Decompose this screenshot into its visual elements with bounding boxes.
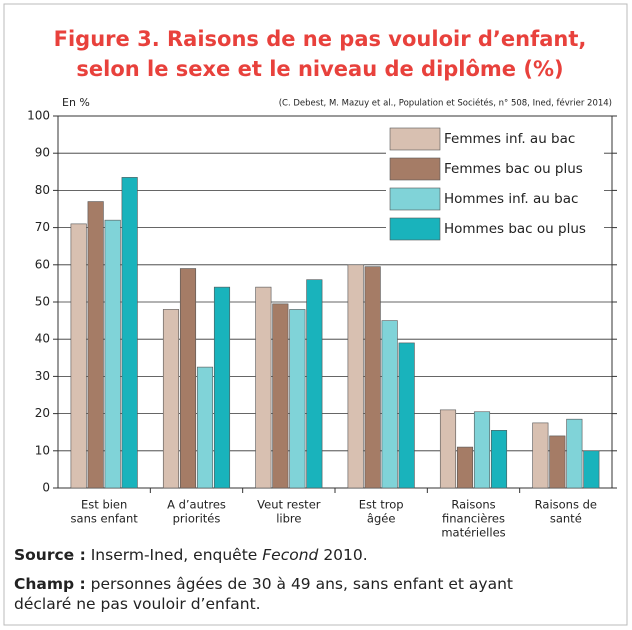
legend-label: Hommes inf. au bac — [444, 191, 578, 207]
chart-title: Figure 3. Raisons de ne pas vouloir d’en… — [54, 27, 587, 51]
bar — [532, 422, 549, 489]
scope-label: Champ : — [14, 575, 86, 593]
x-tick-label: matérielles — [441, 526, 505, 540]
y-tick-label: 90 — [35, 146, 50, 160]
x-tick-label: sans enfant — [71, 512, 139, 526]
x-tick-label: financières — [442, 512, 505, 526]
source-text: Inserm-Ined, enquête — [90, 546, 263, 564]
x-tick-label: priorités — [173, 512, 221, 526]
legend-swatch — [389, 127, 441, 151]
x-tick-label: Est trop — [359, 498, 404, 512]
bar — [306, 279, 323, 489]
bar — [70, 223, 87, 489]
x-tick-label: Est bien — [81, 498, 127, 512]
legend-label: Femmes inf. au bac — [444, 131, 575, 147]
bar — [87, 201, 104, 489]
y-axis-label: En % — [62, 96, 90, 109]
y-tick-label: 20 — [35, 406, 50, 420]
bar — [549, 435, 566, 489]
y-tick-label: 80 — [35, 183, 50, 197]
y-tick-label: 0 — [42, 481, 50, 495]
legend-swatch — [389, 217, 441, 241]
bar — [490, 430, 508, 489]
bar — [398, 342, 415, 489]
y-tick-label: 40 — [35, 332, 50, 346]
x-tick-label: âgée — [367, 512, 396, 526]
bar — [196, 366, 214, 489]
bar — [213, 286, 231, 489]
y-tick-label: 10 — [35, 443, 50, 457]
bar — [255, 286, 272, 489]
y-tick-label: 60 — [35, 257, 50, 271]
bar — [347, 264, 364, 489]
frame — [3, 3, 628, 626]
y-tick-label: 30 — [35, 369, 50, 383]
bar — [473, 411, 491, 489]
bar — [566, 418, 583, 489]
source-label: Source : — [14, 546, 86, 564]
bar — [121, 177, 138, 489]
bar — [583, 450, 600, 489]
scope-note: Champ : personnes âgées de 30 à 49 ans, … — [14, 574, 574, 614]
x-tick-label: libre — [276, 512, 301, 526]
bar — [289, 309, 306, 489]
source-text: 2010. — [318, 546, 368, 564]
bar — [162, 309, 180, 489]
bar — [364, 266, 381, 489]
bar — [456, 446, 474, 489]
credit: (C. Debest, M. Mazuy et al., Population … — [279, 98, 612, 109]
bar — [272, 303, 289, 489]
bar — [104, 219, 121, 489]
bar — [439, 409, 457, 489]
x-tick-label: santé — [550, 512, 582, 526]
chart-title: selon le sexe et le niveau de diplôme (%… — [76, 57, 563, 81]
y-tick-label: 50 — [35, 295, 50, 309]
legend-label: Hommes bac ou plus — [444, 221, 586, 237]
legend-swatch — [389, 187, 441, 211]
source-note: Source : Inserm-Ined, enquête Fecond 201… — [14, 545, 614, 565]
y-tick-label: 70 — [35, 220, 50, 234]
legend-swatch — [389, 157, 441, 181]
scope-text: personnes âgées de 30 à 49 ans, sans enf… — [14, 575, 513, 613]
source-text: Fecond — [262, 546, 319, 564]
bar — [179, 268, 197, 489]
bar — [381, 320, 398, 489]
x-tick-label: Veut rester — [257, 498, 321, 512]
x-tick-label: A d’autres — [167, 498, 226, 512]
x-tick-label: Raisons de — [535, 498, 597, 512]
legend-label: Femmes bac ou plus — [444, 161, 583, 177]
y-tick-label: 100 — [27, 109, 50, 123]
x-tick-label: Raisons — [451, 498, 495, 512]
